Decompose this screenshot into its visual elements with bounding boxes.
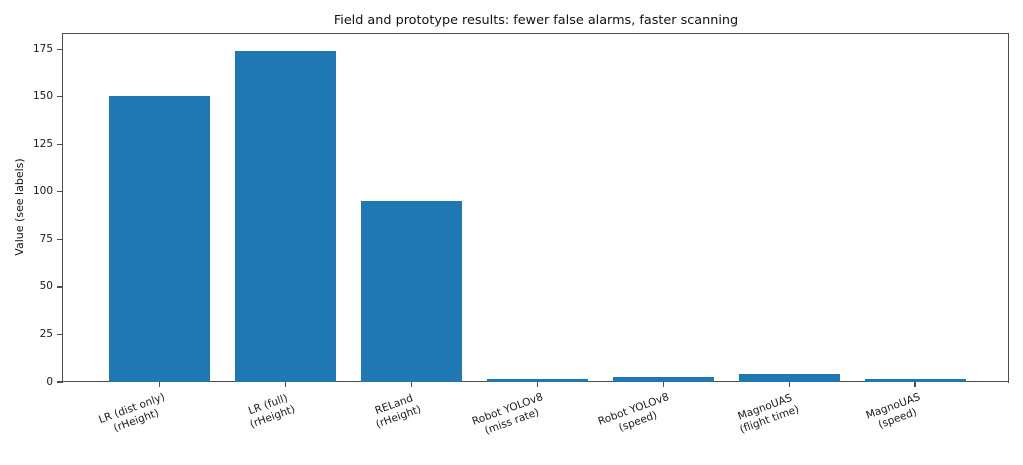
x-tick-label: LR (full) (rHeight) xyxy=(244,391,297,432)
y-tick-mark xyxy=(57,191,62,193)
y-tick-label: 25 xyxy=(39,327,53,340)
bar xyxy=(864,378,966,382)
spine-top xyxy=(63,33,1009,35)
x-tick-mark xyxy=(410,382,412,387)
plot-area: 0 25 50 75 100 125 150 175 LR (dist only) (rHeigh… xyxy=(33,33,1010,437)
y-tick-mark xyxy=(57,96,62,98)
x-tick-label: MagnoUAS (speed) xyxy=(865,391,927,435)
x-tick-label: RELand (rHeight) xyxy=(370,391,423,432)
y-tick-label: 75 xyxy=(39,232,53,245)
x-tick-mark xyxy=(536,382,538,387)
bar xyxy=(612,376,714,382)
y-tick-label: 50 xyxy=(39,280,53,293)
x-tick-label: Robot YOLOv8 (speed) xyxy=(596,391,675,441)
x-tick-mark xyxy=(284,382,287,387)
spine-left xyxy=(62,33,64,383)
bar xyxy=(486,378,588,382)
bar xyxy=(360,200,462,382)
bar xyxy=(234,50,336,382)
x-tick-mark xyxy=(788,382,790,387)
y-tick-label: 175 xyxy=(32,42,53,55)
x-tick-label: Robot YOLOv8 (miss rate) xyxy=(470,391,549,441)
y-tick-label: 150 xyxy=(32,90,53,103)
y-tick-label: 125 xyxy=(32,137,53,150)
y-tick-mark xyxy=(57,238,62,240)
x-tick-label: LR (dist only) (rHeight) xyxy=(97,391,171,439)
chart-title: Field and prototype results: fewer false… xyxy=(333,13,739,28)
x-tick-mark xyxy=(914,382,916,387)
x-tick-mark xyxy=(662,382,664,387)
y-tick-mark xyxy=(57,286,62,288)
y-tick-mark xyxy=(57,381,62,383)
y-tick-mark xyxy=(57,143,62,145)
x-tick-label: MagnoUAS (flight time) xyxy=(734,391,801,437)
y-tick-label: 100 xyxy=(32,185,53,198)
spine-right xyxy=(1008,33,1010,383)
y-tick-mark xyxy=(57,333,62,336)
bar xyxy=(109,96,210,382)
bar xyxy=(738,373,840,382)
y-tick-label: 0 xyxy=(46,375,53,388)
y-tick-mark xyxy=(57,48,62,50)
x-tick-mark xyxy=(158,382,161,387)
x-axis-line xyxy=(63,381,1009,383)
